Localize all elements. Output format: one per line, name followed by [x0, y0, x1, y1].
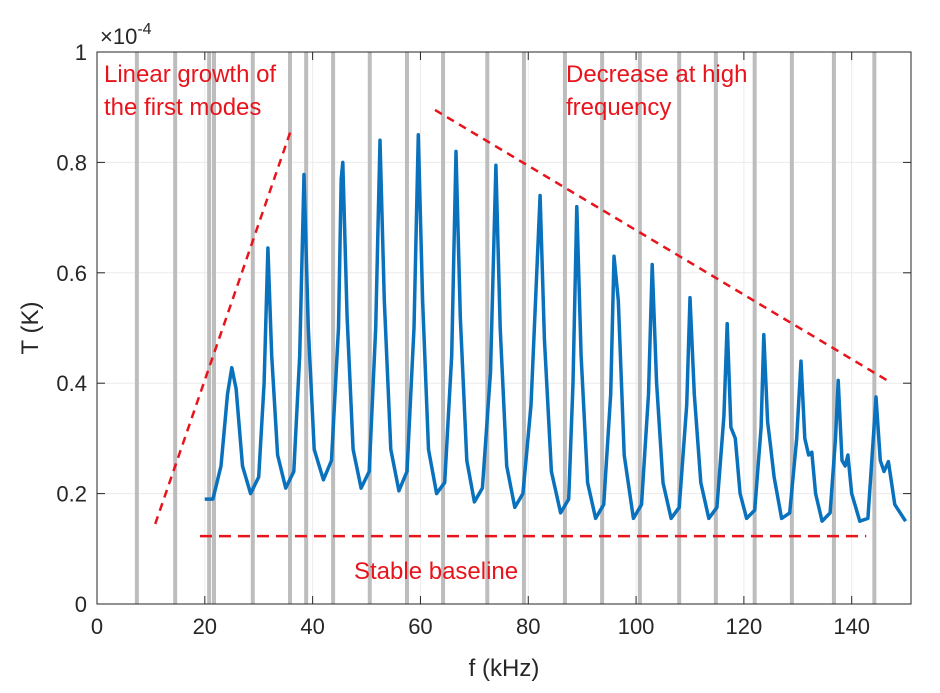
x-axis-label: f (kHz): [469, 655, 540, 682]
x-tick-label: 100: [618, 614, 655, 639]
y-exponent-base: ×10: [100, 24, 137, 49]
x-tick-label: 20: [193, 614, 217, 639]
plot-area: [96, 51, 912, 605]
y-axis-label: T (K): [17, 302, 44, 355]
data-line: [204, 133, 908, 523]
y-tick-label: 0: [75, 592, 87, 617]
annotation-text: Linear growth of: [104, 61, 276, 88]
y-tick-label: 0.2: [56, 482, 87, 507]
annotation-text: the first modes: [104, 94, 261, 121]
y-tick-label: 0.8: [56, 150, 87, 175]
x-tick-label: 120: [726, 614, 763, 639]
axes-box: [96, 51, 912, 605]
x-tick-label: 40: [300, 614, 324, 639]
x-tick-label: 60: [408, 614, 432, 639]
annotation-text: Decrease at high: [566, 61, 747, 88]
x-tick-label: 140: [833, 614, 870, 639]
annotation-text: frequency: [566, 94, 671, 121]
annotation-line: [434, 108, 891, 384]
annotation-text: Stable baseline: [354, 558, 518, 585]
y-tick-label: 1: [75, 40, 87, 65]
x-tick-label: 0: [91, 614, 103, 639]
y-exponent: ×10-4: [100, 21, 152, 49]
x-tick-label: 80: [516, 614, 540, 639]
y-tick-label: 0.6: [56, 261, 87, 286]
y-exponent-power: -4: [137, 21, 151, 38]
y-tick-label: 0.4: [56, 371, 87, 396]
